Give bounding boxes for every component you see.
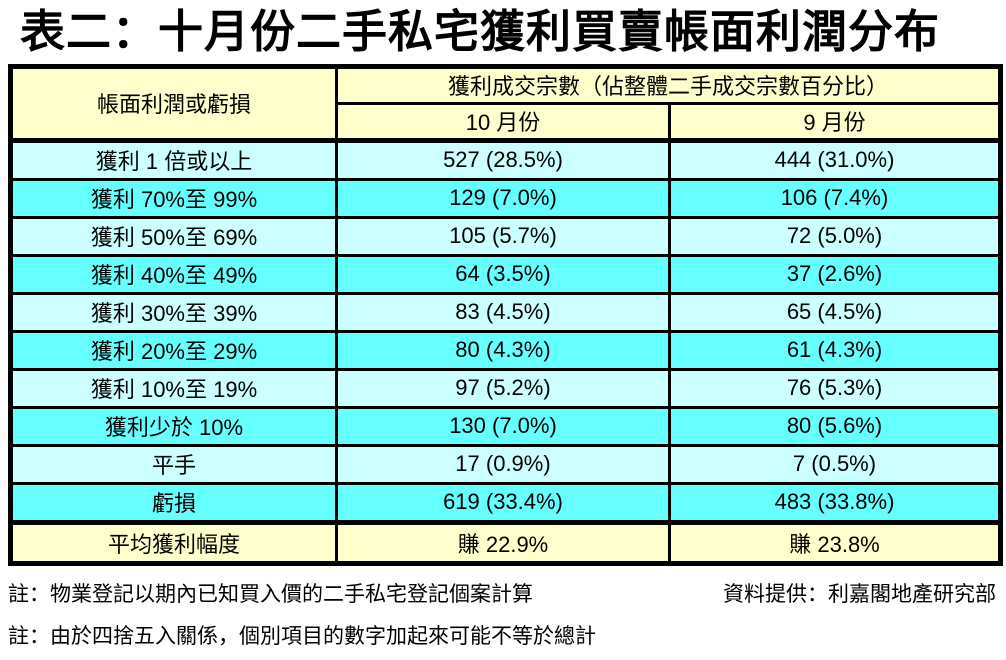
row-sep-value: 72 (5.0%) bbox=[667, 215, 1003, 257]
table-row: 平手 17 (0.9%) 7 (0.5%) bbox=[9, 443, 1003, 485]
table-row: 獲利 20%至 29% 80 (4.3%) 61 (4.3%) bbox=[9, 329, 1003, 371]
row-label: 獲利 40%至 49% bbox=[9, 253, 338, 295]
row-sep-value: 106 (7.4%) bbox=[667, 177, 1003, 219]
header-october: 10 月份 bbox=[335, 101, 671, 142]
row-label: 獲利 20%至 29% bbox=[9, 329, 338, 371]
row-label: 獲利 50%至 69% bbox=[9, 215, 338, 257]
footnote-rounding: 註：由於四捨五入關係，個別項目的數字加起來可能不等於總計 bbox=[8, 624, 596, 648]
table-row: 獲利 40%至 49% 64 (3.5%) 37 (2.6%) bbox=[9, 253, 1003, 295]
table-header: 帳面利潤或虧損 獲利成交宗數（佔整體二手成交宗數百分比） 10 月份 9 月份 bbox=[9, 64, 1003, 142]
summary-row: 平均獲利幅度 賺 22.9% 賺 23.8% bbox=[9, 520, 1003, 565]
footnote-calculation: 註：物業登記以期內已知買入價的二手私宅登記個案計算 bbox=[8, 582, 533, 606]
row-sep-value: 444 (31.0%) bbox=[667, 138, 1003, 181]
header-transactions-group: 獲利成交宗數（佔整體二手成交宗數百分比） bbox=[334, 64, 1003, 105]
table-body: 獲利 1 倍或以上 527 (28.5%) 444 (31.0%) 獲利 70%… bbox=[9, 138, 1003, 524]
table-row: 獲利 30%至 39% 83 (4.5%) 65 (4.5%) bbox=[9, 291, 1003, 333]
profit-distribution-table: 帳面利潤或虧損 獲利成交宗數（佔整體二手成交宗數百分比） 10 月份 9 月份 … bbox=[8, 63, 1004, 566]
summary-sep-value: 賺 23.8% bbox=[667, 520, 1003, 565]
row-oct-value: 527 (28.5%) bbox=[335, 138, 671, 181]
summary-oct-value: 賺 22.9% bbox=[335, 520, 671, 565]
table-row: 獲利 70%至 99% 129 (7.0%) 106 (7.4%) bbox=[9, 177, 1003, 219]
row-label: 獲利 10%至 19% bbox=[9, 367, 338, 409]
table-row: 虧損 619 (33.4%) 483 (33.8%) bbox=[9, 481, 1003, 524]
row-sep-value: 76 (5.3%) bbox=[667, 367, 1003, 409]
row-oct-value: 64 (3.5%) bbox=[335, 253, 671, 295]
table-summary: 平均獲利幅度 賺 22.9% 賺 23.8% bbox=[9, 520, 1003, 565]
row-oct-value: 130 (7.0%) bbox=[335, 405, 671, 447]
footnotes-line2: 註：由於四捨五入關係，個別項目的數字加起來可能不等於總計 bbox=[8, 620, 996, 650]
row-label: 獲利 1 倍或以上 bbox=[9, 138, 338, 181]
row-label: 獲利 30%至 39% bbox=[9, 291, 338, 333]
row-label: 獲利 70%至 99% bbox=[9, 177, 338, 219]
data-source-credit: 資料提供：利嘉閣地產研究部 bbox=[723, 582, 996, 606]
row-sep-value: 61 (4.3%) bbox=[667, 329, 1003, 371]
table-row: 獲利 1 倍或以上 527 (28.5%) 444 (31.0%) bbox=[9, 138, 1003, 181]
row-sep-value: 37 (2.6%) bbox=[667, 253, 1003, 295]
row-oct-value: 97 (5.2%) bbox=[335, 367, 671, 409]
footnotes-line1: 註：物業登記以期內已知買入價的二手私宅登記個案計算 資料提供：利嘉閣地產研究部 bbox=[8, 578, 996, 608]
row-oct-value: 80 (4.3%) bbox=[335, 329, 671, 371]
header-row-months: 10 月份 9 月份 bbox=[11, 101, 1003, 142]
table-row: 獲利 10%至 19% 97 (5.2%) 76 (5.3%) bbox=[9, 367, 1003, 409]
row-label: 平手 bbox=[9, 443, 338, 485]
row-sep-value: 80 (5.6%) bbox=[667, 405, 1003, 447]
page-title: 表二：十月份二手私宅獲利買賣帳面利潤分布 bbox=[20, 6, 941, 57]
header-profit-or-loss: 帳面利潤或虧損 bbox=[9, 64, 338, 142]
table-row: 獲利少於 10% 130 (7.0%) 80 (5.6%) bbox=[9, 405, 1003, 447]
row-oct-value: 83 (4.5%) bbox=[335, 291, 671, 333]
row-oct-value: 105 (5.7%) bbox=[335, 215, 671, 257]
header-september: 9 月份 bbox=[667, 101, 1003, 142]
row-sep-value: 483 (33.8%) bbox=[667, 481, 1003, 524]
row-oct-value: 129 (7.0%) bbox=[335, 177, 671, 219]
header-row-group: 帳面利潤或虧損 獲利成交宗數（佔整體二手成交宗數百分比） bbox=[9, 64, 1003, 142]
table-row: 獲利 50%至 69% 105 (5.7%) 72 (5.0%) bbox=[9, 215, 1003, 257]
row-sep-value: 7 (0.5%) bbox=[667, 443, 1003, 485]
summary-label: 平均獲利幅度 bbox=[9, 520, 338, 565]
row-sep-value: 65 (4.5%) bbox=[667, 291, 1003, 333]
row-label: 獲利少於 10% bbox=[9, 405, 338, 447]
row-oct-value: 17 (0.9%) bbox=[335, 443, 671, 485]
row-oct-value: 619 (33.4%) bbox=[335, 481, 671, 524]
row-label: 虧損 bbox=[9, 481, 338, 524]
